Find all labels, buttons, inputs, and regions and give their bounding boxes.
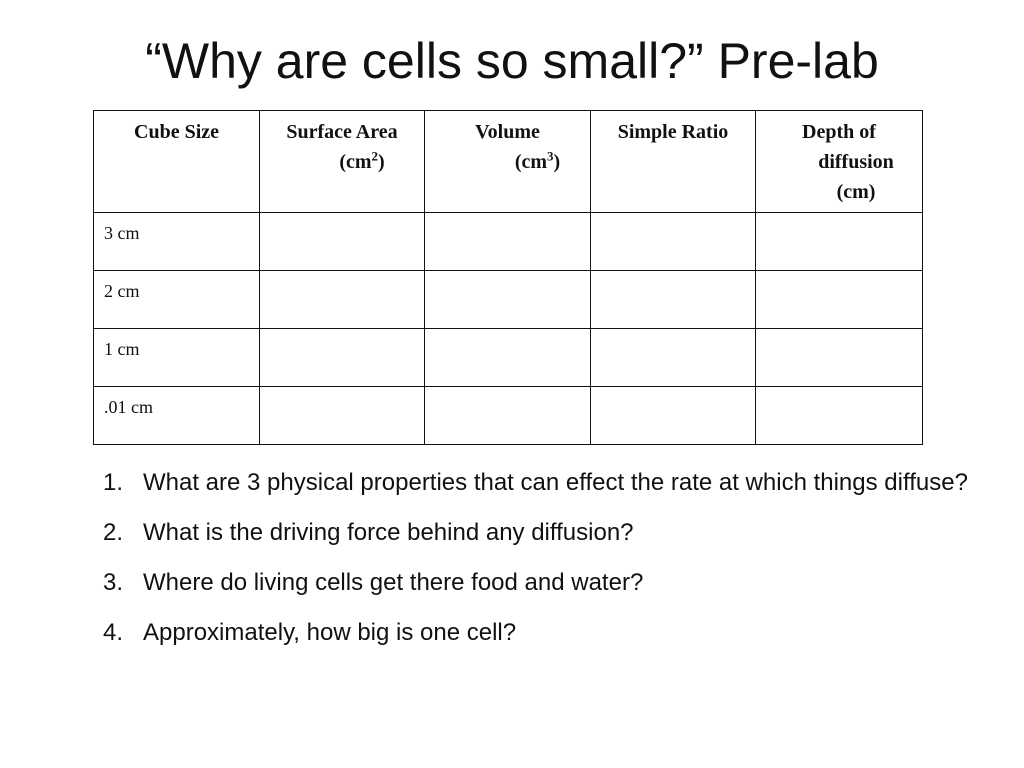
cell-simple-ratio <box>590 386 756 445</box>
header-volume: Volume (cm3) <box>424 110 591 213</box>
cell-simple-ratio <box>590 212 756 271</box>
question-number: 3. <box>103 569 124 596</box>
header-volume-unit: (cm3) <box>431 147 584 177</box>
header-depth-line1: Depth of <box>802 121 876 143</box>
cell-volume <box>424 328 591 387</box>
question-list: 1. What are 3 physical properties that c… <box>103 466 983 666</box>
volume-unit-base: (cm <box>514 151 548 173</box>
page-title: “Why are cells so small?” Pre-lab <box>145 33 879 89</box>
table-header-row: Cube Size Surface Area (cm2) Volume (cm3… <box>93 110 923 213</box>
volume-unit-exp: 3 <box>547 148 554 164</box>
cell-volume <box>424 212 591 271</box>
cell-surface-area <box>259 386 425 445</box>
list-item: 2. What is the driving force behind any … <box>103 516 983 550</box>
list-item: 3. Where do living cells get there food … <box>103 566 983 600</box>
question-text: Approximately, how big is one cell? <box>143 619 517 646</box>
cell-volume <box>424 270 591 329</box>
header-surface-area: Surface Area (cm2) <box>259 110 425 213</box>
header-cube-size: Cube Size <box>93 110 260 213</box>
list-item: 1. What are 3 physical properties that c… <box>103 466 983 500</box>
header-depth-of-diffusion: Depth of diffusion (cm) <box>755 110 923 213</box>
surface-area-unit-close: ) <box>378 151 385 173</box>
cell-surface-area <box>259 328 425 387</box>
table-row: 3 cm <box>93 212 923 271</box>
cell-simple-ratio <box>590 270 756 329</box>
cell-volume <box>424 386 591 445</box>
cell-cube-size: .01 cm <box>93 386 260 445</box>
table-row: 2 cm <box>93 270 923 329</box>
header-simple-ratio: Simple Ratio <box>590 110 756 213</box>
header-volume-label: Volume <box>475 121 540 143</box>
cell-depth-of-diffusion <box>755 386 923 445</box>
header-simple-ratio-label: Simple Ratio <box>617 121 729 143</box>
cell-cube-size: 1 cm <box>93 328 260 387</box>
volume-unit-close: ) <box>553 151 561 173</box>
header-depth-line3: (cm) <box>836 181 876 203</box>
list-item: 4. Approximately, how big is one cell? <box>103 616 983 650</box>
question-text: What is the driving force behind any dif… <box>143 519 634 546</box>
cell-cube-size: 2 cm <box>93 270 260 329</box>
question-text: Where do living cells get there food and… <box>143 569 644 596</box>
cell-surface-area <box>259 212 425 271</box>
question-number: 4. <box>103 619 124 646</box>
header-cube-size-label: Cube Size <box>134 121 219 143</box>
cell-cube-size: 3 cm <box>93 212 260 271</box>
table-row: 1 cm <box>93 328 923 387</box>
cell-depth-of-diffusion <box>755 270 923 329</box>
cell-surface-area <box>259 270 425 329</box>
header-depth-line2: diffusion <box>818 151 894 173</box>
cell-depth-of-diffusion <box>755 212 923 271</box>
data-table: Cube Size Surface Area (cm2) Volume (cm3… <box>93 110 923 445</box>
cell-simple-ratio <box>590 328 756 387</box>
question-number: 1. <box>103 469 124 496</box>
header-surface-area-unit: (cm2) <box>266 147 418 177</box>
surface-area-unit-exp: 2 <box>371 148 379 164</box>
question-text: What are 3 physical properties that can … <box>143 469 968 496</box>
table-row: .01 cm <box>93 386 923 445</box>
header-surface-area-label: Surface Area <box>286 121 398 143</box>
surface-area-unit-base: (cm <box>339 151 372 173</box>
cell-depth-of-diffusion <box>755 328 923 387</box>
question-number: 2. <box>103 519 124 546</box>
